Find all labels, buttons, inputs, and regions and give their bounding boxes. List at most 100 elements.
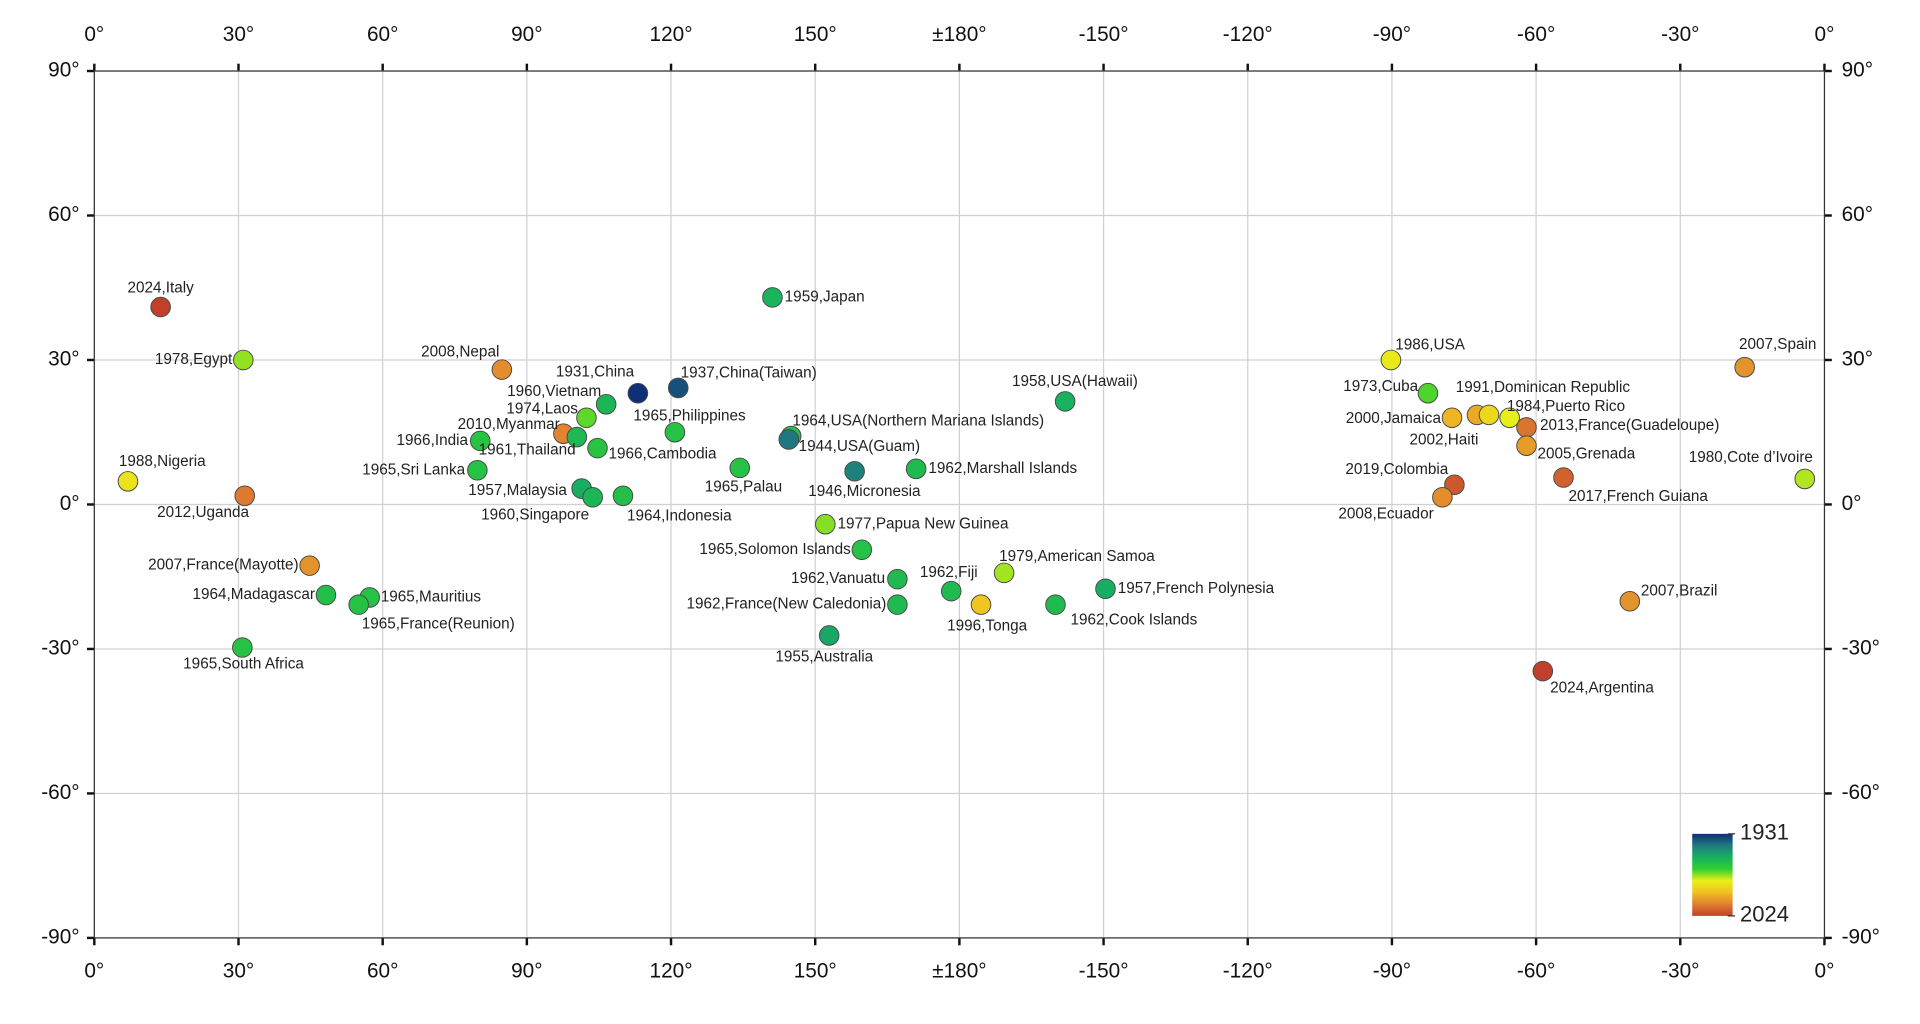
point-label: 1973,Cuba (1343, 378, 1418, 395)
point-label: 1944,USA(Guam) (799, 438, 921, 455)
site-point (582, 486, 603, 508)
point-label: 1964,Indonesia (627, 508, 732, 525)
y-tick-label: 90° (48, 59, 79, 82)
point-label: 2008,Nepal (421, 344, 499, 361)
point-label: 1957,Malaysia (468, 482, 567, 499)
site-point (851, 539, 873, 561)
point-label: 2002,Haiti (1409, 432, 1478, 449)
y-tick-label: -60° (41, 781, 79, 804)
site-point (1516, 435, 1537, 456)
site-point (566, 426, 588, 448)
site-point (1444, 474, 1465, 496)
x-tick-label: 0° (1815, 960, 1835, 983)
site-point (576, 407, 597, 429)
point-label: 2024,Italy (127, 280, 194, 297)
point-label: 1986,USA (1395, 336, 1466, 353)
x-tick-label: 30° (223, 23, 254, 46)
point-label: 1988,Nigeria (119, 453, 206, 470)
site-point (1794, 468, 1816, 490)
x-tick-label: -90° (1373, 23, 1411, 46)
site-point (762, 287, 783, 308)
point-label: 2010,Myanmar (458, 416, 560, 433)
point-label: 1962,Fiji (920, 564, 978, 581)
x-tick-label: 90° (511, 23, 542, 46)
point-label: 1946,Micronesia (808, 483, 921, 500)
site-point (627, 382, 649, 404)
x-tick-label: -60° (1517, 23, 1555, 46)
site-point (1441, 407, 1463, 429)
x-tick-label: -150° (1079, 960, 1129, 983)
y-tick-label: -90° (1842, 925, 1880, 948)
point-label: 1965,Solomon Islands (699, 541, 851, 558)
point-label: 1962,Vanuatu (791, 570, 885, 587)
x-tick-label: 120° (650, 960, 693, 983)
colorbar (1692, 833, 1733, 916)
point-label: 1962,France(New Caledonia) (687, 596, 887, 613)
site-point (1045, 594, 1066, 615)
site-point (150, 296, 171, 318)
site-point (1417, 382, 1439, 404)
point-label: 1959,Japan (785, 288, 865, 305)
plot-frame (93, 70, 1826, 939)
point-label: 1965,France(Reunion) (362, 615, 515, 632)
point-label: 2008,Ecuador (1338, 505, 1433, 522)
point-label: 1937,China(Taiwan) (681, 364, 817, 381)
site-point (887, 594, 908, 615)
site-point (667, 377, 689, 399)
site-point (1734, 356, 1755, 378)
point-label: 1960,Vietnam (507, 383, 601, 400)
point-label: 1955,Australia (775, 649, 873, 666)
x-tick-label: ±180° (932, 23, 986, 46)
colorbar-label: 1931 (1740, 820, 1789, 845)
y-tick-label: 0° (1842, 492, 1862, 515)
point-label: 1961,Thailand (479, 442, 576, 459)
y-tick-label: -90° (41, 925, 79, 948)
y-tick-label: 60° (48, 203, 79, 226)
point-label: 1958,USA(Hawaii) (1012, 373, 1138, 390)
site-point (844, 460, 865, 482)
site-point (469, 430, 491, 452)
x-tick-label: 60° (367, 960, 398, 983)
point-label: 2005,Grenada (1538, 445, 1636, 462)
x-tick-label: 150° (794, 960, 837, 983)
site-point (905, 458, 927, 480)
point-label: 1964,Madagascar (192, 586, 314, 603)
point-label: 2017,French Guiana (1568, 488, 1708, 505)
y-tick-label: 30° (1842, 347, 1873, 370)
site-point (234, 485, 256, 507)
point-label: 1965,Palau (705, 479, 782, 496)
x-tick-label: 30° (223, 960, 254, 983)
site-point (1553, 467, 1574, 488)
point-label: 1931,China (556, 363, 635, 380)
point-label: 1960,Singapore (481, 507, 589, 524)
x-tick-label: ±180° (932, 960, 986, 983)
point-label: 2007,France(Mayotte) (148, 557, 298, 574)
x-tick-label: -60° (1517, 960, 1555, 983)
site-point (1478, 404, 1500, 426)
y-tick-label: -60° (1842, 781, 1880, 804)
site-point (1095, 578, 1116, 600)
point-label: 1978,Egypt (155, 351, 233, 368)
point-label: 2019,Colombia (1345, 461, 1448, 478)
point-label: 2024,Argentina (1550, 679, 1654, 696)
site-point (1380, 349, 1402, 371)
x-tick-label: -120° (1223, 23, 1273, 46)
point-label: 1965,Mauritius (381, 588, 482, 605)
x-tick-label: 0° (84, 23, 104, 46)
site-point (117, 471, 139, 492)
site-point (233, 349, 254, 371)
site-point (315, 584, 337, 606)
point-label: 1996,Tonga (947, 618, 1027, 635)
x-tick-label: 0° (1815, 23, 1835, 46)
site-point (1499, 407, 1520, 429)
point-label: 1964,USA(Northern Mariana Islands) (792, 412, 1044, 429)
point-label: 1957,French Polynesia (1118, 580, 1275, 597)
site-point (595, 394, 617, 415)
site-point (1054, 391, 1076, 412)
x-tick-label: 120° (650, 23, 693, 46)
point-label: 1991,Dominican Republic (1456, 379, 1631, 396)
point-label: 2012,Uganda (157, 504, 249, 521)
